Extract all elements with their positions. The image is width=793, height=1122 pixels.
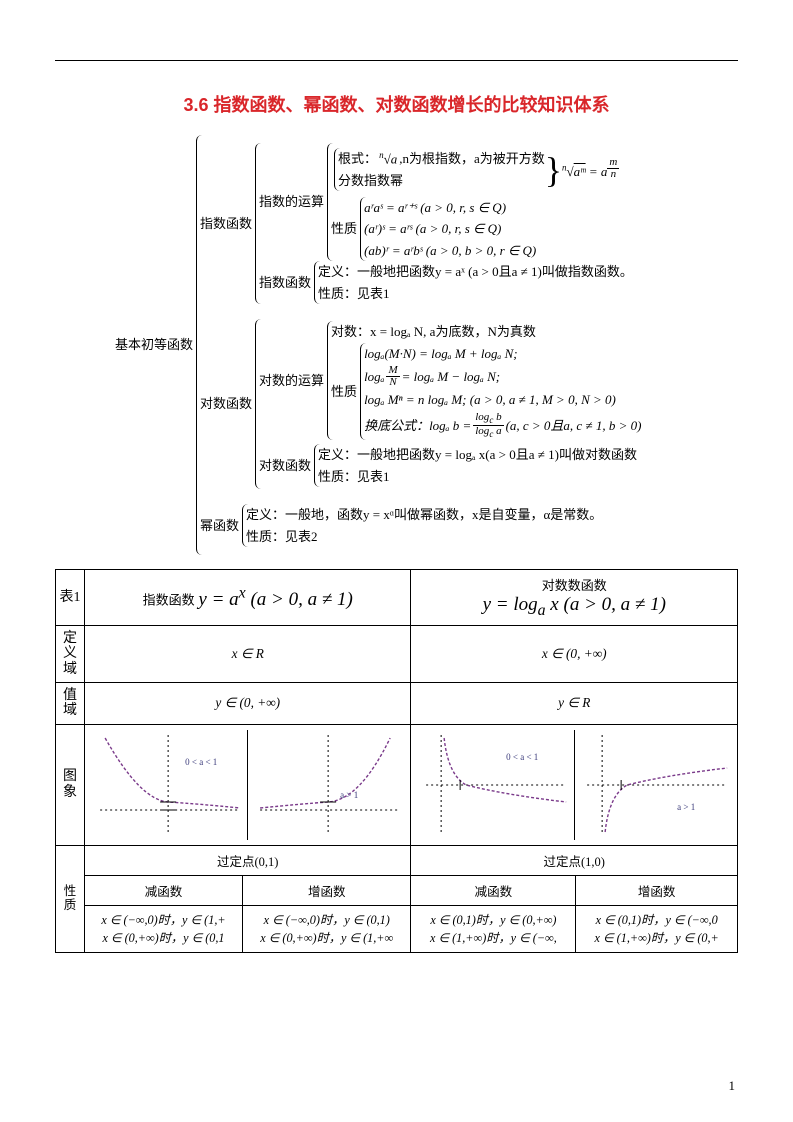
range-exp: y ∈ (0, +∞)	[85, 682, 411, 724]
root-label: 基本初等函数	[115, 335, 193, 355]
row-domain-label: 定义域	[56, 625, 85, 682]
exp-p2: (aʳ)ˢ = aʳˢ (a > 0, r, s ∈ Q)	[364, 219, 536, 239]
prop-c1: x ∈ (−∞,0)时，y ∈ (1,+ x ∈ (0,+∞)时，y ∈ (0,…	[85, 905, 243, 953]
row-prop-label: 性质	[56, 845, 85, 953]
t1-col2-head: 对数数函数 y = loga x (a > 0, a ≠ 1)	[411, 570, 738, 626]
prop-c4: x ∈ (0,1)时，y ∈ (−∞,0 x ∈ (1,+∞)时，y ∈ (0,…	[576, 905, 738, 953]
table-1: 表1 指数函数 y = ax (a > 0, a ≠ 1) 对数数函数 y = …	[55, 569, 738, 953]
log-p2: logₐ MN = logₐ M − logₐ N;	[364, 365, 641, 388]
log-graph-a-gt-1: a > 1	[574, 730, 734, 840]
log-graph-a-lt-1: 0 < a < 1	[414, 730, 573, 840]
graph-exp: 0 < a < 1 a > 1	[85, 724, 411, 845]
pow-label: 幂函数	[200, 516, 239, 536]
exp-prop-label: 性质	[331, 219, 357, 239]
row-range-label: 值域	[56, 682, 85, 724]
log-def: 定义：一般地把函数y = logₐ x(a > 0且a ≠ 1)叫做对数函数	[318, 445, 637, 465]
knowledge-tree: 基本初等函数 指数函数 指数的运算 根式：n√a,n为根指数，a为被开方数	[115, 135, 738, 555]
t1-label: 表1	[56, 570, 85, 626]
log-note: 性质：见表1	[318, 467, 637, 487]
pow-def: 定义：一般地，函数y = xᵅ叫做幂函数，x是自变量，α是常数。	[246, 505, 602, 525]
root-eq: n√aᵐ = amn	[562, 157, 619, 181]
svg-text:a > 1: a > 1	[340, 790, 358, 800]
graph-log: 0 < a < 1 a > 1	[411, 724, 738, 845]
right-brace: }	[545, 143, 562, 197]
top-rule	[55, 60, 738, 61]
mono-exp-dec: 减函数	[85, 875, 243, 905]
root-text: 根式：	[338, 149, 377, 169]
exp-def: 定义：一般地把函数y = aˣ (a > 0且a ≠ 1)叫做指数函数。	[318, 262, 633, 282]
log-p4: 换底公式：logₐ b = logc blogc a (a, c > 0且a, …	[364, 412, 641, 439]
frac-exp: 分数指数幂	[338, 171, 403, 191]
log-p1: logₐ(M·N) = logₐ M + logₐ N;	[364, 344, 641, 364]
row-graph-label: 图象	[56, 724, 85, 845]
svg-text:0 < a < 1: 0 < a < 1	[507, 752, 539, 762]
exp-label: 指数函数	[200, 214, 252, 234]
exp-note: 性质：见表1	[318, 284, 633, 304]
t1-col1-head: 指数函数 y = ax (a > 0, a ≠ 1)	[85, 570, 411, 626]
mono-exp-inc: 增函数	[243, 875, 411, 905]
log-prop-label: 性质	[331, 382, 357, 402]
exp-func-label: 指数函数	[259, 273, 311, 293]
exp-graph-a-lt-1: 0 < a < 1	[88, 730, 247, 840]
exp-calc-label: 指数的运算	[259, 192, 324, 212]
log-func-label: 对数函数	[259, 456, 311, 476]
log-calc-label: 对数的运算	[259, 371, 324, 391]
log-def0: 对数：x = logₐ N, a为底数，N为真数	[331, 322, 641, 342]
prop-c2: x ∈ (−∞,0)时，y ∈ (0,1) x ∈ (0,+∞)时，y ∈ (1…	[243, 905, 411, 953]
page-title: 3.6 指数函数、幂函数、对数函数增长的比较知识体系	[55, 91, 738, 117]
nth-root-sym: n√a	[379, 149, 397, 169]
range-log: y ∈ R	[411, 682, 738, 724]
svg-text:0 < a < 1: 0 < a < 1	[185, 757, 217, 767]
exp-graph-a-gt-1: a > 1	[247, 730, 407, 840]
exp-p1: aʳaˢ = aʳ⁺ˢ (a > 0, r, s ∈ Q)	[364, 198, 536, 218]
root-desc: ,n为根指数，a为被开方数	[399, 149, 545, 169]
log-label: 对数函数	[200, 394, 252, 414]
svg-text:a > 1: a > 1	[677, 802, 695, 812]
mono-log-dec: 减函数	[411, 875, 576, 905]
prop-c3: x ∈ (0,1)时，y ∈ (0,+∞) x ∈ (1,+∞)时，y ∈ (−…	[411, 905, 576, 953]
page: 3.6 指数函数、幂函数、对数函数增长的比较知识体系 基本初等函数 指数函数 指…	[0, 0, 793, 1122]
pow-note: 性质：见表2	[246, 527, 602, 547]
page-number: 1	[729, 1078, 736, 1094]
fixed-log: 过定点(1,0)	[411, 845, 738, 875]
log-p3: logₐ Mⁿ = n logₐ M; (a > 0, a ≠ 1, M > 0…	[364, 390, 641, 410]
domain-exp: x ∈ R	[85, 625, 411, 682]
fixed-exp: 过定点(0,1)	[85, 845, 411, 875]
exp-p3: (ab)ʳ = aʳbˢ (a > 0, b > 0, r ∈ Q)	[364, 241, 536, 261]
domain-log: x ∈ (0, +∞)	[411, 625, 738, 682]
mono-log-inc: 增函数	[576, 875, 738, 905]
